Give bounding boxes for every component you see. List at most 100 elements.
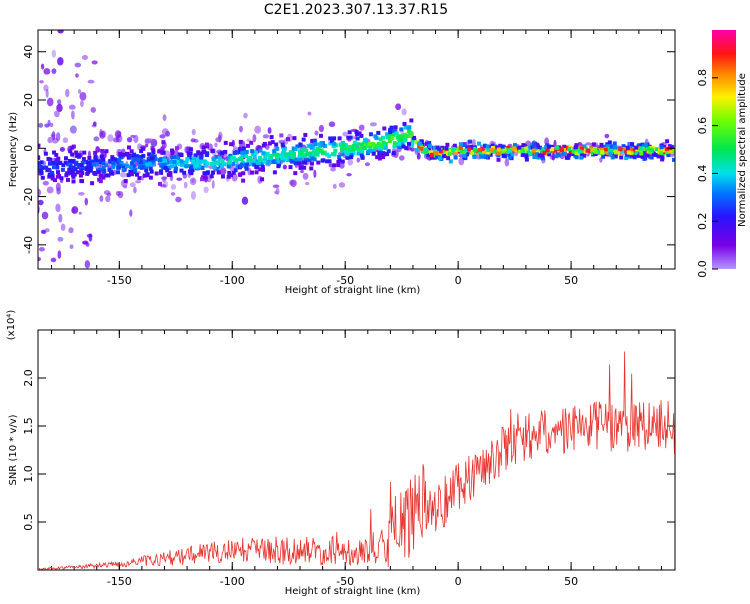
spectrogram-cell xyxy=(141,153,146,158)
spectrogram-cell xyxy=(137,176,142,181)
spectrogram-cell xyxy=(568,149,573,154)
spectrogram-cell xyxy=(496,151,501,156)
spectrogram-cell xyxy=(447,151,452,156)
spectrogram-cell xyxy=(604,133,610,139)
spectrogram-cell xyxy=(41,63,45,70)
spectrogram-cell xyxy=(376,141,381,146)
spectrogram-cell xyxy=(401,134,406,139)
spectrogram-cell xyxy=(129,165,134,170)
spectrogram-cell xyxy=(348,144,353,149)
spectrogram-cell xyxy=(327,154,332,159)
spectrogram-cell xyxy=(57,236,64,242)
spectrogram-cell xyxy=(131,164,136,169)
spectrogram-cell xyxy=(66,161,71,166)
spectrogram-cell xyxy=(601,145,606,150)
spectrogram-cell xyxy=(195,158,200,163)
spectrogram-cell xyxy=(539,149,544,154)
spectrogram-cell xyxy=(99,195,104,202)
spectrogram-cell xyxy=(412,135,417,140)
spectrogram-cell xyxy=(630,142,635,147)
spectrogram-cell xyxy=(458,142,463,147)
spectrogram-cell xyxy=(532,154,537,159)
spectrogram-cell xyxy=(304,182,310,186)
snr-xtick-label: -150 xyxy=(107,575,132,588)
spectrogram-cell xyxy=(355,146,360,151)
spectrogram-cell xyxy=(129,182,136,188)
spectrogram-cell xyxy=(566,153,571,158)
spectrogram-cell xyxy=(485,152,490,157)
spectrogram-cell xyxy=(288,150,293,155)
spectrogram-cell xyxy=(86,162,91,167)
spectrogram-cell xyxy=(69,125,77,134)
spectrogram-cell xyxy=(211,170,216,175)
spectrogram-cell xyxy=(133,157,138,162)
spectrogram-cell xyxy=(222,162,227,167)
spectrogram-cell xyxy=(275,155,280,160)
spectrogram-cell xyxy=(619,155,624,160)
spectrogram-cell xyxy=(365,143,370,148)
spectrogram-cell xyxy=(288,165,293,170)
spectrogram-cell xyxy=(254,125,262,134)
spectrogram-cell xyxy=(536,155,541,160)
spectrogram-cell xyxy=(670,147,675,152)
snr-xtick-label: 50 xyxy=(564,575,578,588)
spectrogram-cell xyxy=(211,157,216,162)
spectrogram-cell xyxy=(269,156,274,161)
spectrogram-cell xyxy=(167,165,172,170)
spectrogram-cell xyxy=(209,174,214,179)
spectrogram-cell xyxy=(426,153,431,158)
spectrogram-cell xyxy=(205,152,210,157)
spectrogram-cell xyxy=(400,141,405,146)
spectrogram-cell xyxy=(303,153,308,158)
spectrogram-cell xyxy=(634,145,639,150)
spectrogram-cell xyxy=(103,190,111,195)
spectrogram-cell xyxy=(665,150,670,155)
spectrogram-cell xyxy=(321,151,326,156)
spectrogram-cell xyxy=(629,151,634,156)
spectrogram-cell xyxy=(579,153,584,158)
spectrogram-cell xyxy=(526,148,531,153)
spectrogram-cell xyxy=(532,142,537,147)
spectrogram-cell xyxy=(567,146,572,151)
spectrogram-cell xyxy=(133,134,139,143)
spectrogram-cell xyxy=(397,144,402,149)
spectrogram-cell xyxy=(199,177,204,182)
spectrogram-cell xyxy=(131,155,136,160)
spectrogram-cell xyxy=(84,260,91,269)
spectrogram-cell xyxy=(414,148,419,153)
spectrogram-cell xyxy=(149,169,154,174)
spectrogram-cell xyxy=(368,132,373,137)
spectrogram-cell xyxy=(193,153,198,158)
spectrogram-cell xyxy=(126,136,133,143)
spectrogram-cell xyxy=(45,272,51,276)
spectrogram-cell xyxy=(303,132,308,137)
spectrogram-cell xyxy=(43,84,49,92)
spectrogram-cell xyxy=(446,156,451,161)
spectrogram-cell xyxy=(303,148,308,153)
spectrogram-cell xyxy=(57,30,64,34)
spectrogram-cell xyxy=(403,125,408,130)
snr-xlabel: Height of straight line (km) xyxy=(285,586,421,597)
spectrogram-cell xyxy=(258,148,263,153)
spectrogram-cell xyxy=(197,164,202,169)
spectrogram-cell xyxy=(179,159,184,164)
spectrogram-cell xyxy=(401,144,406,149)
spectrogram-cell xyxy=(448,148,453,153)
spectrogram-cell xyxy=(51,160,56,165)
spectrogram-cell xyxy=(271,159,276,164)
spectrogram-cell xyxy=(80,166,85,171)
spectrogram-cell xyxy=(485,144,490,149)
spectrogram-ytick-label: 20 xyxy=(22,93,35,107)
spectrogram-cell xyxy=(151,150,156,155)
spectrogram-cell xyxy=(292,136,297,141)
spectrogram-cell xyxy=(346,150,351,155)
spectrogram-cell xyxy=(321,158,326,163)
spectrogram-cell xyxy=(142,173,147,178)
spectrogram-cell xyxy=(575,148,580,153)
spectrogram-cell xyxy=(202,171,207,176)
spectrogram-cell xyxy=(45,168,50,173)
spectrogram-cell xyxy=(599,142,604,147)
spectrogram-cell xyxy=(250,170,255,175)
spectrogram-cell xyxy=(107,134,114,142)
